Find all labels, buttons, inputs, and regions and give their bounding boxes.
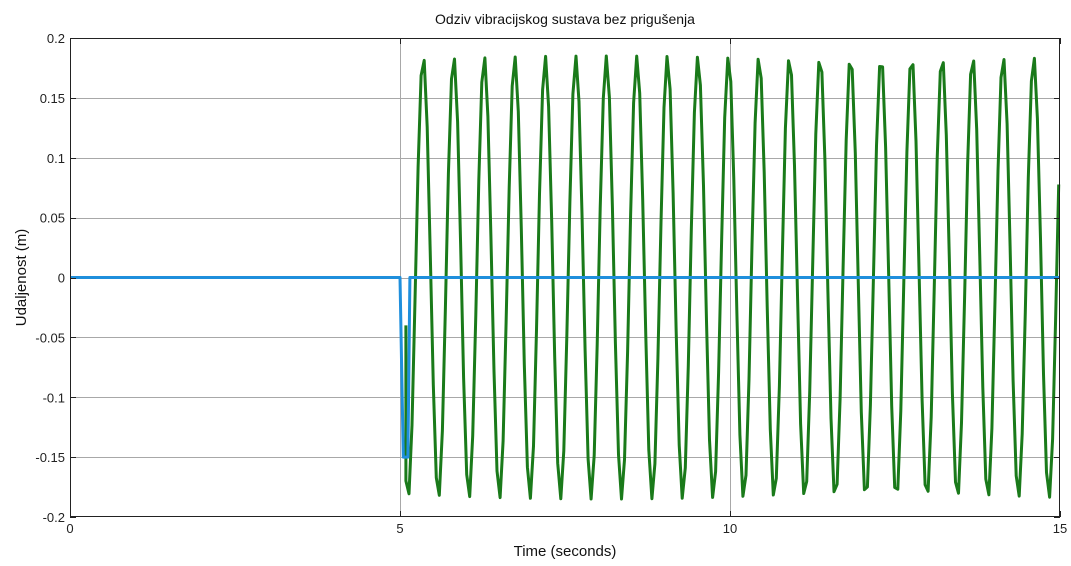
y-tick-label: 0.1 <box>47 151 65 166</box>
x-tick-label: 5 <box>396 521 403 536</box>
x-tick-label: 10 <box>723 521 737 536</box>
chart-title: Odziv vibracijskog sustava bez prigušenj… <box>435 11 695 27</box>
series-line-green <box>404 54 1061 501</box>
y-tick-label: -0.15 <box>35 450 65 465</box>
y-tick-label: -0.1 <box>43 390 65 405</box>
y-axis-label: Udaljenost (m) <box>13 229 30 327</box>
plot-frame <box>70 38 1060 517</box>
x-tick-label: 15 <box>1053 521 1067 536</box>
series-layer <box>70 54 1061 501</box>
y-tick-label: 0.2 <box>47 31 65 46</box>
y-tick-label: 0.15 <box>40 91 65 106</box>
y-tick-label: 0.05 <box>40 211 65 226</box>
y-tick-label: -0.05 <box>35 330 65 345</box>
ticks: -0.2 -0.15 -0.1 -0.05 0 0.05 0.1 0.15 0.2 0 5 10 15 <box>35 31 1067 536</box>
series-line-blue <box>70 276 1060 459</box>
x-axis-label: Time (seconds) <box>514 543 617 560</box>
x-tick-label: 0 <box>66 521 73 536</box>
y-tick-label: 0 <box>58 271 65 286</box>
y-tick-label: -0.2 <box>43 510 65 525</box>
